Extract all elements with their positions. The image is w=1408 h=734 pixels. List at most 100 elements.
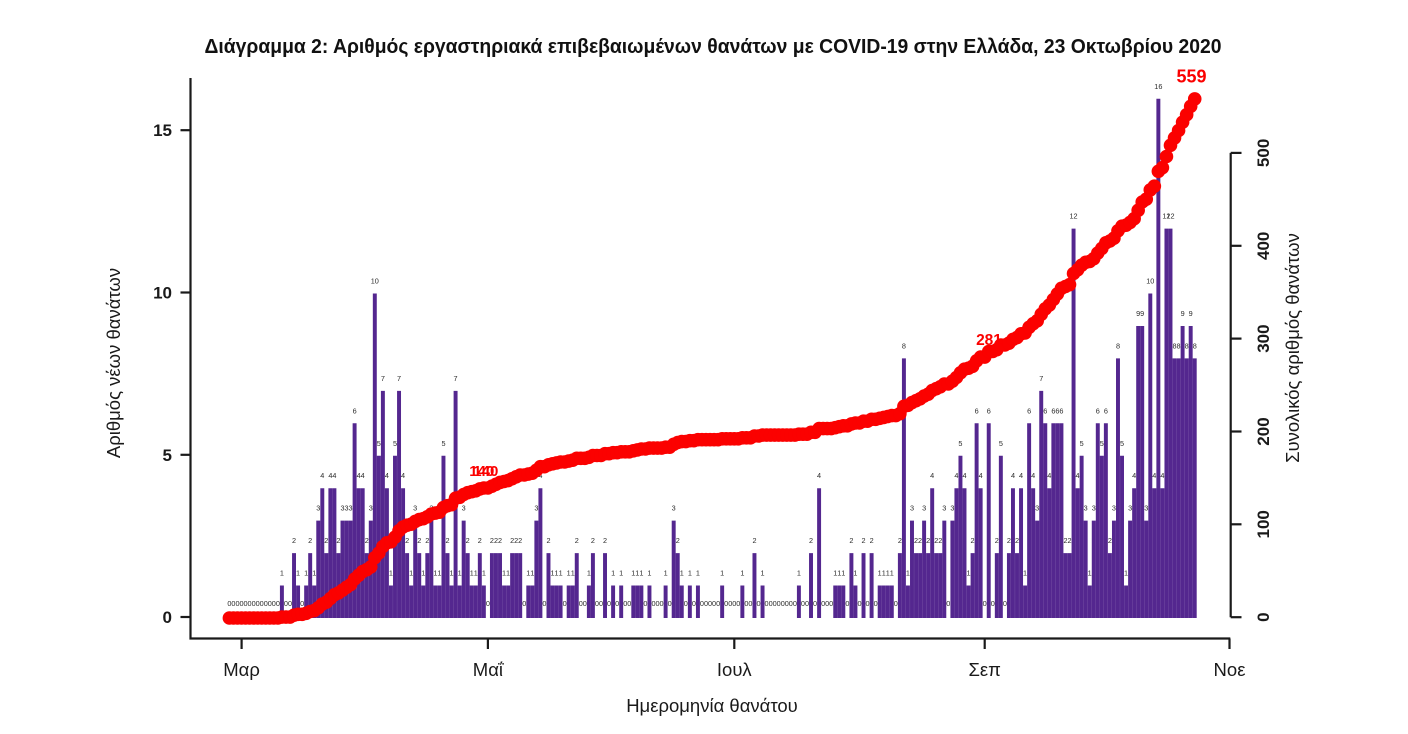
svg-text:4: 4 [385,471,389,480]
svg-text:5: 5 [958,439,962,448]
svg-text:0: 0 [732,599,736,608]
svg-text:0: 0 [821,599,825,608]
svg-text:10: 10 [153,284,172,303]
svg-text:100: 100 [1254,510,1273,538]
svg-text:1: 1 [886,569,890,578]
svg-text:8: 8 [1185,341,1189,350]
svg-text:0: 0 [829,599,833,608]
svg-text:2: 2 [938,536,942,545]
svg-text:0: 0 [744,599,748,608]
svg-text:4: 4 [1160,471,1164,480]
svg-text:2: 2 [417,536,421,545]
svg-text:8: 8 [1177,341,1181,350]
svg-text:0: 0 [235,599,239,608]
svg-text:Συνολικός αριθμός θανάτων: Συνολικός αριθμός θανάτων [1282,233,1303,463]
svg-text:Μαρ: Μαρ [223,659,260,680]
svg-text:Ημερομηνία θανάτου: Ημερομηνία θανάτου [626,695,798,716]
svg-text:2: 2 [849,536,853,545]
svg-text:1: 1 [559,569,563,578]
svg-text:1: 1 [696,569,700,578]
svg-text:5: 5 [441,439,445,448]
svg-text:5: 5 [1100,439,1104,448]
svg-text:6: 6 [1027,406,1031,415]
svg-text:5: 5 [163,446,172,465]
svg-text:4: 4 [361,471,365,480]
svg-text:2: 2 [466,536,470,545]
svg-text:0: 0 [1003,599,1007,608]
svg-text:0: 0 [668,599,672,608]
svg-text:0: 0 [801,599,805,608]
svg-text:Αριθμός νέων θανάτων: Αριθμός νέων θανάτων [103,268,124,458]
svg-text:1: 1 [1088,569,1092,578]
svg-text:1: 1 [437,569,441,578]
svg-text:281: 281 [976,332,1002,349]
svg-text:0: 0 [660,599,664,608]
svg-text:3: 3 [534,504,538,513]
svg-text:16: 16 [1154,82,1162,91]
svg-text:3: 3 [922,504,926,513]
svg-text:2: 2 [308,536,312,545]
svg-text:10: 10 [1146,277,1154,286]
svg-text:0: 0 [583,599,587,608]
svg-text:2: 2 [324,536,328,545]
svg-text:0: 0 [268,599,272,608]
svg-text:0: 0 [623,599,627,608]
svg-text:3: 3 [1144,504,1148,513]
svg-text:4: 4 [1011,471,1015,480]
svg-text:0: 0 [845,599,849,608]
svg-text:8: 8 [1172,341,1176,350]
svg-text:1: 1 [587,569,591,578]
svg-text:1: 1 [567,569,571,578]
svg-text:2: 2 [1063,536,1067,545]
svg-text:0: 0 [643,599,647,608]
svg-text:0: 0 [716,599,720,608]
svg-text:2: 2 [490,536,494,545]
svg-text:3: 3 [1084,504,1088,513]
svg-text:0: 0 [272,599,276,608]
svg-text:0: 0 [781,599,785,608]
svg-text:2: 2 [546,536,550,545]
svg-text:4: 4 [328,471,332,480]
svg-text:4: 4 [332,471,336,480]
svg-text:3: 3 [942,504,946,513]
svg-text:8: 8 [1116,341,1120,350]
svg-text:0: 0 [300,599,304,608]
svg-text:7: 7 [397,374,401,383]
svg-text:4: 4 [1152,471,1156,480]
svg-text:1: 1 [526,569,530,578]
svg-text:2: 2 [514,536,518,545]
svg-text:0: 0 [866,599,870,608]
svg-text:Μαΐ: Μαΐ [473,659,504,680]
svg-text:4: 4 [320,471,324,480]
svg-text:4: 4 [930,471,934,480]
svg-text:Σεπ: Σεπ [968,659,1000,680]
svg-text:4: 4 [1019,471,1023,480]
svg-text:4: 4 [357,471,361,480]
svg-text:0: 0 [773,599,777,608]
svg-text:1: 1 [555,569,559,578]
svg-text:2: 2 [914,536,918,545]
svg-text:15: 15 [153,121,172,140]
svg-text:0: 0 [264,599,268,608]
svg-text:2: 2 [934,536,938,545]
svg-text:1: 1 [1124,569,1128,578]
svg-text:7: 7 [454,374,458,383]
svg-text:4: 4 [1031,471,1035,480]
svg-text:2: 2 [591,536,595,545]
svg-text:1: 1 [458,569,462,578]
svg-text:0: 0 [805,599,809,608]
svg-text:4: 4 [401,471,405,480]
svg-text:6: 6 [1051,406,1055,415]
svg-text:300: 300 [1254,324,1273,352]
svg-text:1: 1 [878,569,882,578]
svg-text:0: 0 [793,599,797,608]
svg-text:0: 0 [983,599,987,608]
svg-text:2: 2 [494,536,498,545]
svg-text:0: 0 [288,599,292,608]
svg-text:12: 12 [1069,212,1077,221]
svg-text:2: 2 [809,536,813,545]
svg-text:1: 1 [833,569,837,578]
svg-text:0: 0 [599,599,603,608]
svg-text:0: 0 [256,599,260,608]
svg-text:1: 1 [409,569,413,578]
